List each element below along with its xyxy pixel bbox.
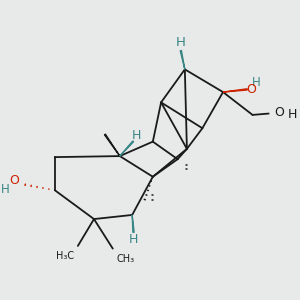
- Polygon shape: [120, 141, 134, 156]
- Text: H: H: [1, 183, 10, 196]
- Polygon shape: [223, 89, 247, 92]
- Text: H: H: [176, 36, 186, 49]
- Polygon shape: [180, 50, 185, 69]
- Polygon shape: [105, 134, 120, 156]
- Text: H₃C: H₃C: [56, 251, 74, 261]
- Text: CH₃: CH₃: [117, 254, 135, 264]
- Text: O: O: [10, 174, 20, 187]
- Text: H: H: [129, 232, 138, 246]
- Text: O: O: [246, 83, 256, 96]
- Text: H: H: [252, 76, 261, 89]
- Text: O: O: [274, 106, 284, 119]
- Text: H: H: [288, 108, 298, 122]
- Text: H: H: [132, 129, 141, 142]
- Polygon shape: [132, 215, 134, 232]
